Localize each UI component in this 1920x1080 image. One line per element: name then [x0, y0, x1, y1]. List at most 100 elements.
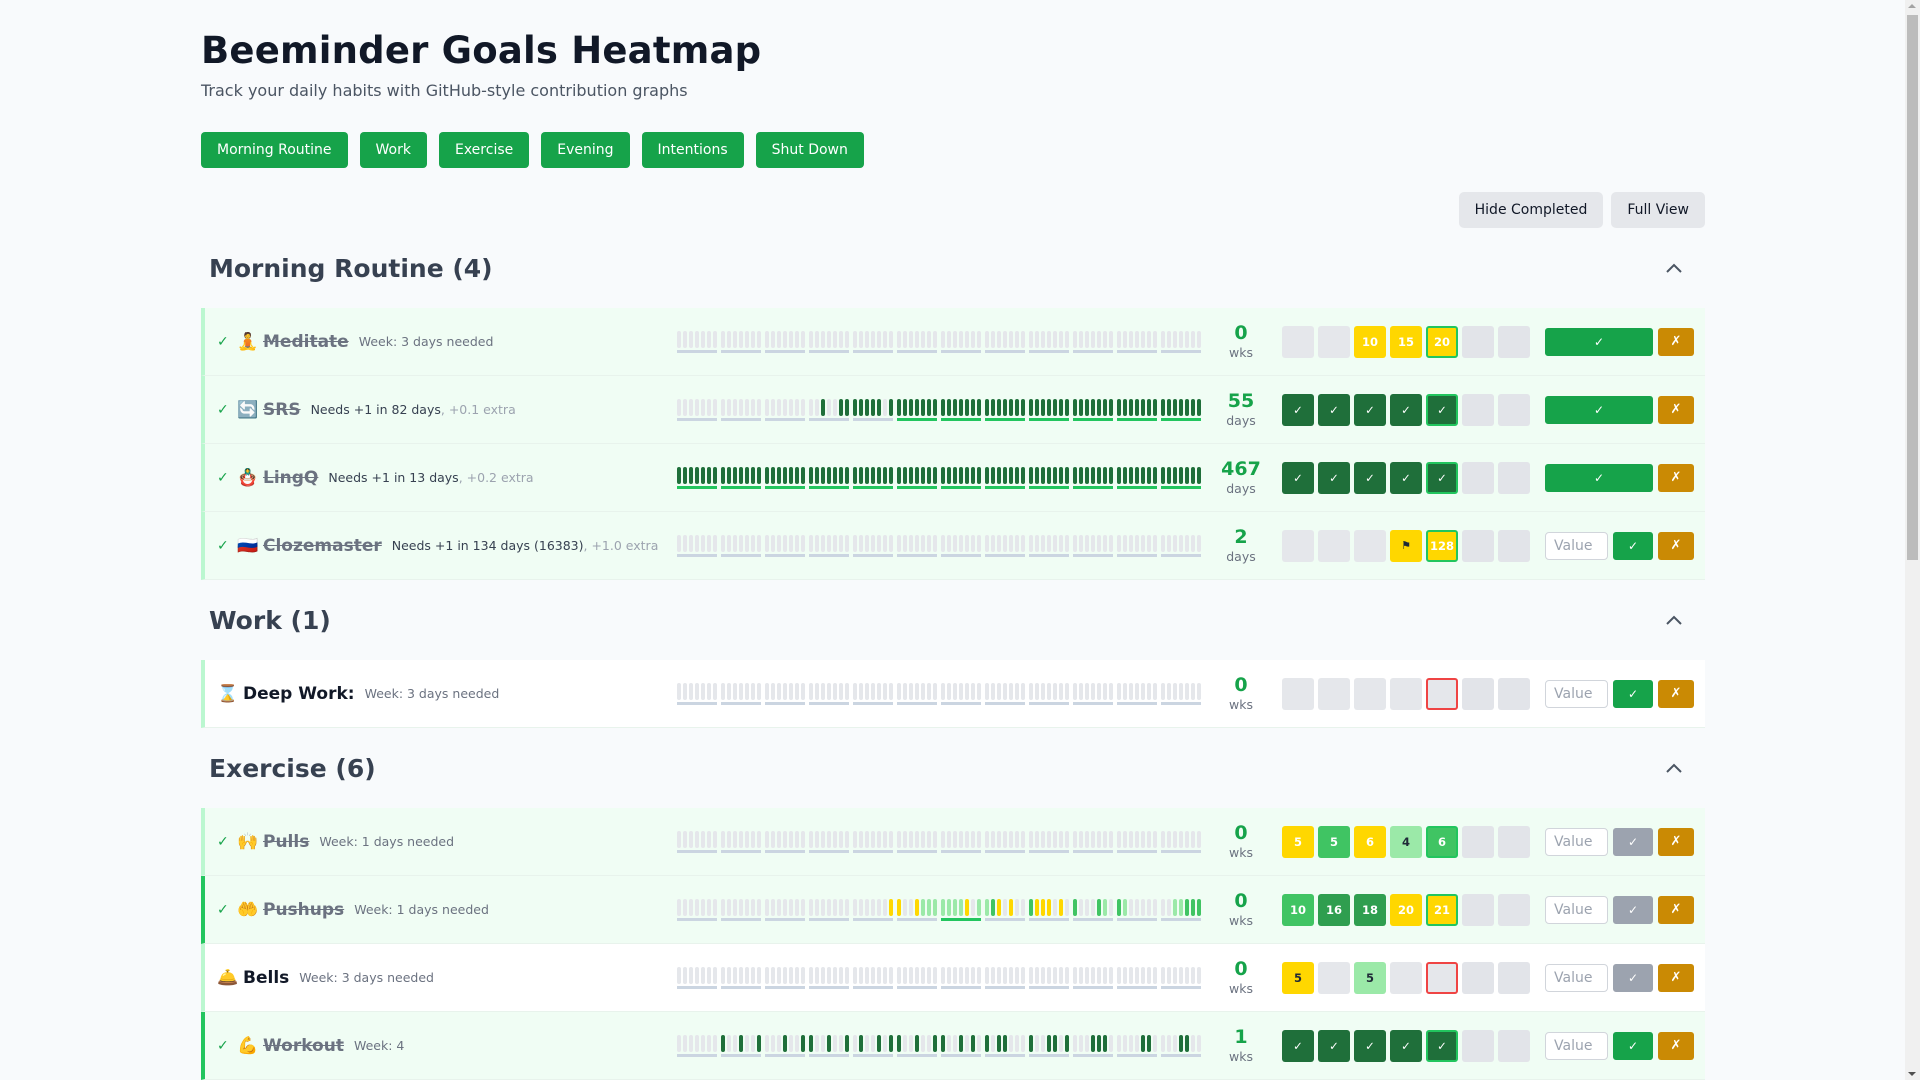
heatmap-day[interactable] [1161, 1034, 1165, 1052]
heatmap-day[interactable] [877, 466, 881, 484]
heatmap-day[interactable] [739, 898, 743, 916]
heatmap-day[interactable] [1161, 398, 1165, 416]
heatmap-day[interactable] [933, 898, 937, 916]
heatmap-day[interactable] [689, 1034, 693, 1052]
mark-failed-button[interactable]: ✗ [1658, 395, 1694, 424]
heatmap-day[interactable] [815, 398, 819, 416]
heatmap-day[interactable] [677, 898, 681, 916]
heatmap-day[interactable] [1123, 466, 1127, 484]
heatmap-day[interactable] [1021, 466, 1025, 484]
day-box[interactable] [1462, 825, 1494, 858]
heatmap-day[interactable] [1173, 1034, 1177, 1052]
day-box[interactable] [1462, 677, 1494, 710]
heatmap-day[interactable] [1003, 398, 1007, 416]
heatmap-day[interactable] [897, 466, 901, 484]
heatmap-day[interactable] [701, 466, 705, 484]
heatmap-day[interactable] [1135, 534, 1139, 552]
heatmap-day[interactable] [985, 398, 989, 416]
heatmap-day[interactable] [1161, 830, 1165, 848]
heatmap-day[interactable] [1179, 466, 1183, 484]
mark-failed-button[interactable]: ✗ [1658, 531, 1694, 560]
today-day-box[interactable] [1426, 677, 1458, 710]
heatmap-day[interactable] [789, 898, 793, 916]
heatmap-day[interactable] [801, 898, 805, 916]
heatmap-day[interactable] [877, 534, 881, 552]
day-box[interactable] [1462, 893, 1494, 926]
heatmap-day[interactable] [1065, 466, 1069, 484]
heatmap-day[interactable] [821, 534, 825, 552]
heatmap-day[interactable] [745, 898, 749, 916]
heatmap-day[interactable] [909, 898, 913, 916]
mark-done-button[interactable]: ✓ [1545, 327, 1653, 356]
heatmap-day[interactable] [991, 1034, 995, 1052]
heatmap-day[interactable] [947, 398, 951, 416]
heatmap-day[interactable] [689, 682, 693, 700]
heatmap-day[interactable] [965, 330, 969, 348]
heatmap-day[interactable] [1141, 534, 1145, 552]
heatmap-day[interactable] [921, 330, 925, 348]
heatmap-day[interactable] [1173, 466, 1177, 484]
heatmap-day[interactable] [777, 534, 781, 552]
mark-failed-button[interactable]: ✗ [1658, 895, 1694, 924]
nav-work-button[interactable]: Work [359, 132, 427, 168]
nav-shut-down-button[interactable]: Shut Down [755, 132, 864, 168]
heatmap-day[interactable] [889, 534, 893, 552]
heatmap-day[interactable] [809, 1034, 813, 1052]
heatmap-day[interactable] [965, 830, 969, 848]
heatmap-day[interactable] [859, 398, 863, 416]
heatmap-day[interactable] [701, 398, 705, 416]
heatmap-day[interactable] [695, 966, 699, 984]
heatmap-day[interactable] [1129, 330, 1133, 348]
heatmap-day[interactable] [897, 682, 901, 700]
heatmap-day[interactable] [859, 898, 863, 916]
heatmap-day[interactable] [997, 466, 1001, 484]
heatmap-day[interactable] [1123, 830, 1127, 848]
heatmap-day[interactable] [853, 466, 857, 484]
day-box[interactable]: ✓ [1354, 1029, 1386, 1062]
heatmap-day[interactable] [1123, 330, 1127, 348]
heatmap-day[interactable] [1003, 466, 1007, 484]
heatmap-day[interactable] [739, 1034, 743, 1052]
heatmap-day[interactable] [1147, 966, 1151, 984]
heatmap-day[interactable] [821, 898, 825, 916]
heatmap-day[interactable] [1035, 466, 1039, 484]
heatmap-day[interactable] [833, 330, 837, 348]
heatmap-day[interactable] [833, 830, 837, 848]
heatmap-day[interactable] [871, 466, 875, 484]
heatmap-day[interactable] [727, 966, 731, 984]
heatmap-day[interactable] [1123, 898, 1127, 916]
heatmap-day[interactable] [845, 898, 849, 916]
heatmap-day[interactable] [1029, 1034, 1033, 1052]
heatmap-day[interactable] [947, 466, 951, 484]
heatmap-day[interactable] [1109, 898, 1113, 916]
heatmap-day[interactable] [809, 330, 813, 348]
heatmap-day[interactable] [1197, 682, 1201, 700]
heatmap-day[interactable] [683, 330, 687, 348]
heatmap-day[interactable] [695, 682, 699, 700]
heatmap-day[interactable] [765, 330, 769, 348]
page-scrollbar[interactable] [1905, 0, 1920, 1080]
heatmap-day[interactable] [777, 830, 781, 848]
heatmap-day[interactable] [865, 682, 869, 700]
heatmap-day[interactable] [1009, 534, 1013, 552]
heatmap-day[interactable] [821, 966, 825, 984]
heatmap-day[interactable] [701, 898, 705, 916]
heatmap-day[interactable] [771, 898, 775, 916]
heatmap-day[interactable] [1103, 466, 1107, 484]
heatmap-day[interactable] [1117, 830, 1121, 848]
heatmap-day[interactable] [695, 534, 699, 552]
heatmap-day[interactable] [1147, 1034, 1151, 1052]
heatmap-day[interactable] [727, 682, 731, 700]
heatmap-day[interactable] [1117, 966, 1121, 984]
heatmap-day[interactable] [707, 466, 711, 484]
heatmap-day[interactable] [1153, 398, 1157, 416]
heatmap-day[interactable] [1091, 966, 1095, 984]
heatmap-day[interactable] [721, 1034, 725, 1052]
heatmap-day[interactable] [707, 682, 711, 700]
heatmap-day[interactable] [751, 682, 755, 700]
day-box[interactable]: 10 [1354, 325, 1386, 358]
heatmap-day[interactable] [1135, 466, 1139, 484]
heatmap-day[interactable] [777, 966, 781, 984]
day-box[interactable]: 20 [1390, 893, 1422, 926]
heatmap-day[interactable] [1141, 966, 1145, 984]
